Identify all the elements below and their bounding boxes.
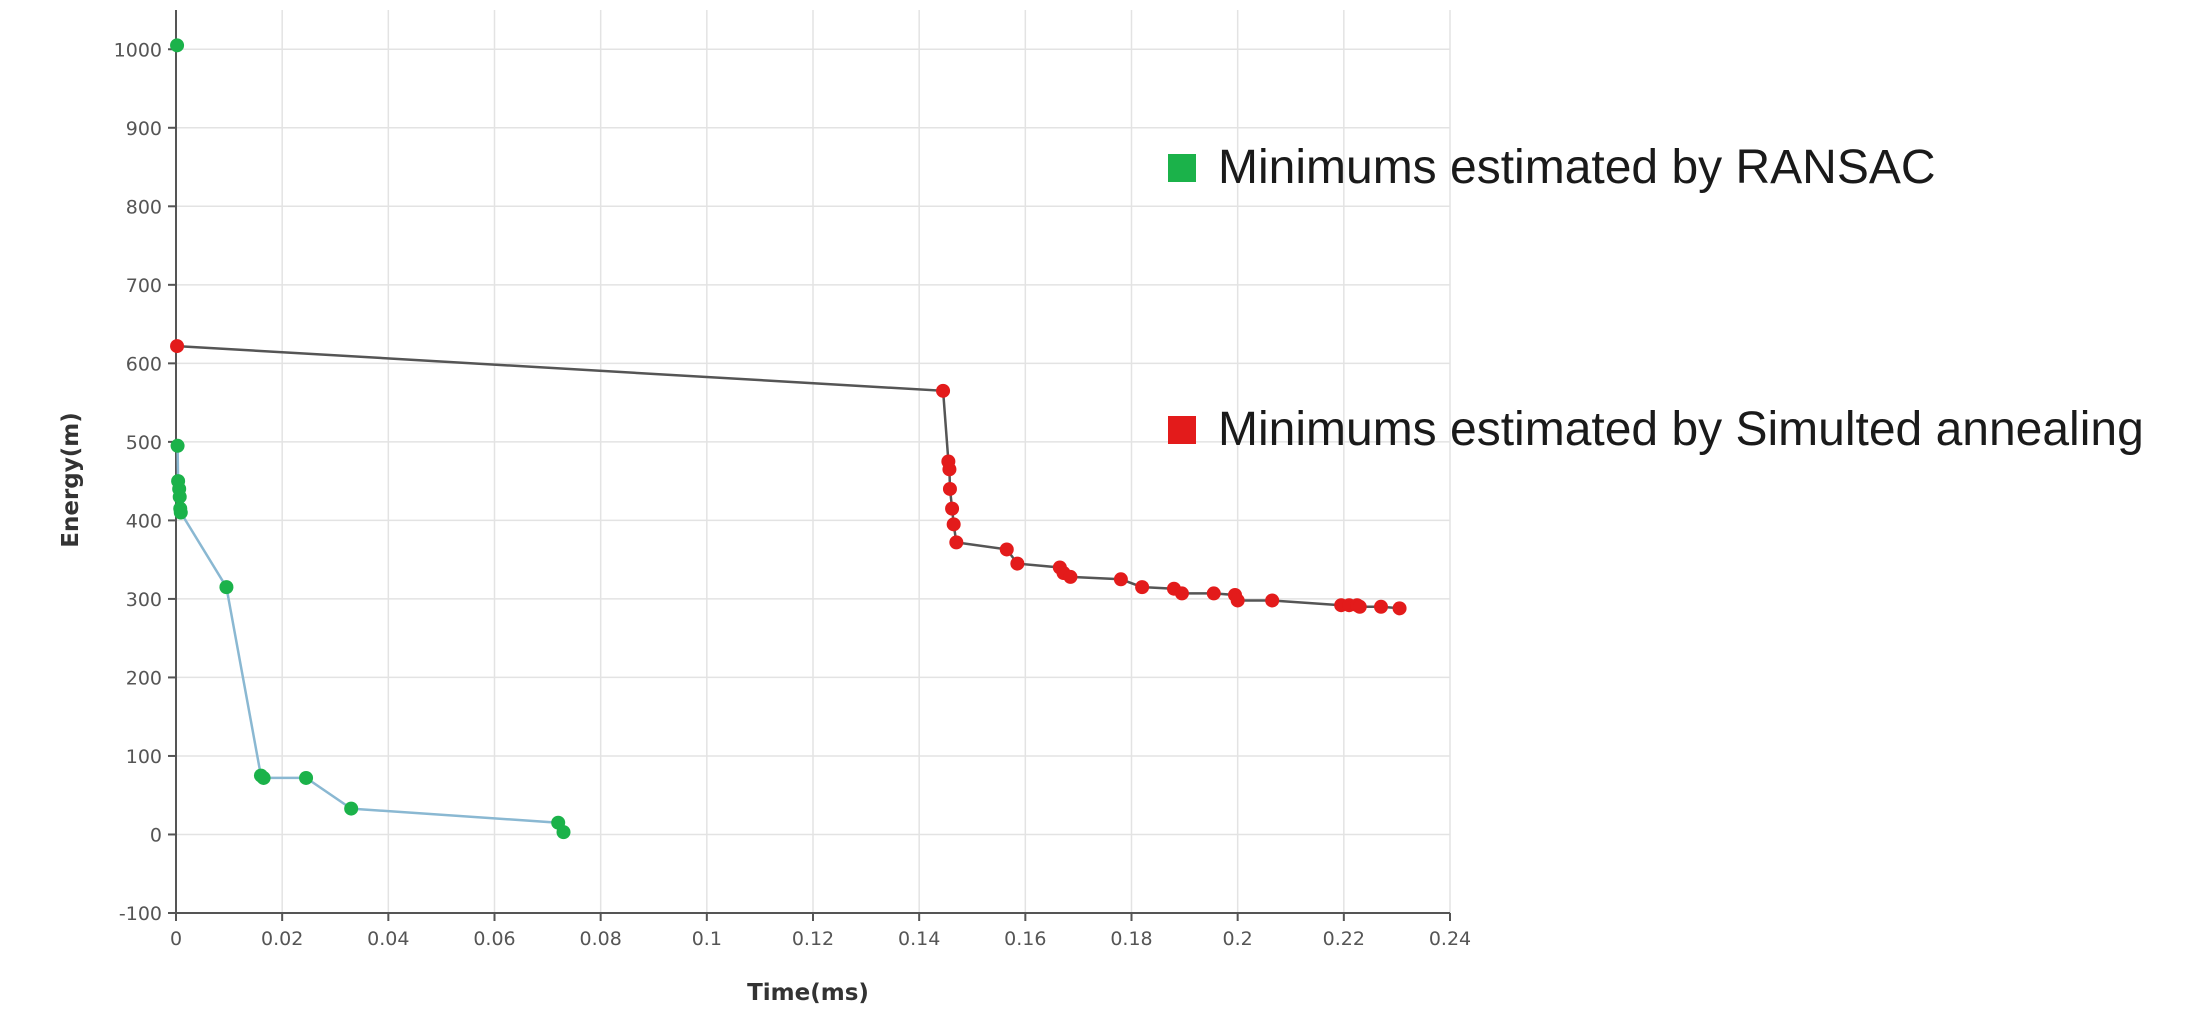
series-simulated-annealing (170, 339, 1407, 616)
data-point-simulated-annealing (936, 383, 951, 398)
y-tick-label: 200 (126, 667, 162, 689)
data-point-simulated-annealing (1352, 599, 1367, 614)
legend-label-ransac: Minimums estimated by RANSAC (1218, 141, 1936, 194)
data-point-ransac (173, 505, 188, 520)
y-tick-label: 500 (126, 432, 162, 454)
data-point-simulated-annealing (1206, 586, 1221, 601)
data-point-simulated-annealing (1265, 593, 1280, 608)
series-ransac (170, 38, 571, 840)
y-tick-label: 0 (150, 824, 162, 846)
legend-item-ransac: Minimums estimated by RANSAC (1168, 140, 1936, 195)
data-point-ransac (170, 438, 185, 453)
data-point-simulated-annealing (946, 517, 961, 532)
series (170, 38, 1407, 840)
data-point-ransac (219, 580, 234, 595)
data-point-simulated-annealing (1174, 586, 1189, 601)
data-point-ransac (556, 825, 571, 840)
data-point-simulated-annealing (949, 535, 964, 550)
data-point-simulated-annealing (1392, 601, 1407, 616)
legend-swatch-simulated-annealing (1168, 415, 1196, 444)
data-point-ransac (299, 770, 314, 785)
data-point-simulated-annealing (170, 339, 185, 354)
x-tick-label: 0.02 (261, 928, 303, 950)
x-axis-title: Time(ms) (747, 980, 869, 1006)
series-line-ransac (176, 445, 565, 833)
data-point-simulated-annealing (999, 542, 1014, 557)
y-tick-label: 1000 (114, 39, 162, 61)
legend-label-simulated-annealing: Minimums estimated by Simulted annealing (1218, 403, 2144, 456)
legend-item-simulated-annealing: Minimums estimated by Simulted annealing (1168, 402, 2144, 457)
data-point-ransac (256, 770, 271, 785)
data-point-simulated-annealing (945, 501, 960, 516)
data-point-ransac (170, 38, 185, 53)
x-tick-label: 0.12 (792, 928, 834, 950)
y-tick-label: 400 (126, 510, 162, 532)
x-tick-label: 0.06 (473, 928, 515, 950)
data-point-ransac (344, 801, 359, 816)
legend-swatch-ransac (1168, 153, 1196, 182)
y-axis-title: Energy(m) (58, 412, 84, 547)
data-point-simulated-annealing (1373, 599, 1388, 614)
data-point-simulated-annealing (1113, 572, 1128, 587)
data-point-simulated-annealing (1135, 580, 1150, 595)
x-tick-label: 0.04 (367, 928, 409, 950)
data-point-ransac (172, 489, 187, 504)
y-tick-label: 900 (126, 118, 162, 140)
y-tick-label: 300 (126, 589, 162, 611)
x-tick-label: 0 (170, 928, 182, 950)
data-point-simulated-annealing (1230, 593, 1245, 608)
x-tick-label: 0.18 (1110, 928, 1152, 950)
axes (168, 10, 1451, 921)
x-tick-label: 0.08 (580, 928, 622, 950)
x-tick-label: 0.14 (898, 928, 940, 950)
data-point-simulated-annealing (1063, 569, 1078, 584)
x-tick-label: 0.22 (1323, 928, 1365, 950)
y-tick-label: 700 (126, 275, 162, 297)
data-point-simulated-annealing (942, 481, 957, 496)
tick-labels: 0 0.02 0.04 0.06 0.08 0.1 0.12 0.14 0.16 0.18 0.2 0… (114, 39, 1472, 950)
y-tick-label: -100 (119, 903, 162, 925)
grid (176, 10, 1451, 913)
y-tick-label: 600 (126, 353, 162, 375)
data-point-simulated-annealing (1010, 556, 1025, 571)
data-point-simulated-annealing (942, 462, 957, 477)
x-tick-label: 0.2 (1223, 928, 1253, 950)
x-tick-label: 0.16 (1004, 928, 1046, 950)
x-tick-label: 0.1 (692, 928, 722, 950)
y-tick-label: 100 (126, 746, 162, 768)
x-tick-label: 0.24 (1429, 928, 1471, 950)
y-tick-label: 800 (126, 196, 162, 218)
series-line-simulated-annealing (177, 344, 1400, 610)
